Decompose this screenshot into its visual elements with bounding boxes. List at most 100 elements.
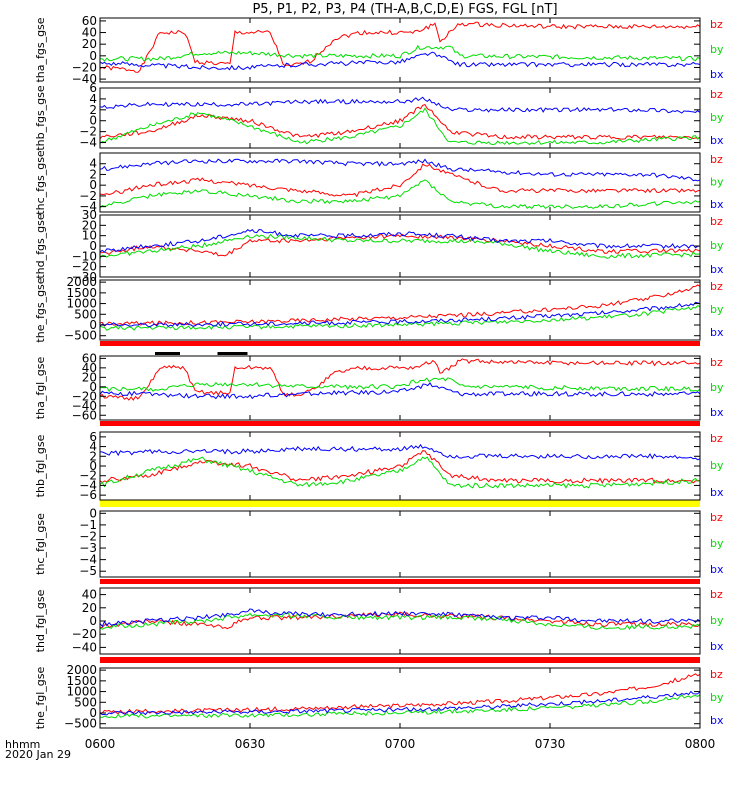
ytick-label-thb_fgs_gse-0: 6 [89,81,97,95]
ytick-label-the_fgl_gse-3: 500 [74,695,97,709]
ytick-label-thb_fgl_gse-0: 6 [89,430,97,444]
ylabel-thb_fgs_gse: thb_fgs_gse [34,85,47,151]
ytick-label-thd_fgl_gse-2: 0 [89,614,97,628]
legend-bx-thd_fgs_gse: bx [710,263,724,276]
ytick-label-thc_fgl_gse-4: −4 [79,553,97,567]
xtick-label-0600: 0600 [85,737,116,751]
flag-mark-1 [217,352,248,355]
ytick-label-thb_fgl_gse-1: 4 [89,440,97,454]
flag-bar-3 [100,579,700,584]
series-bz-the_fgl_gse [100,673,700,715]
ytick-label-tha_fgs_gse-1: 40 [82,26,97,40]
legend-by-thd_fgs_gse: by [710,239,724,252]
ytick-label-thd_fgs_gse-6: −30 [72,270,97,284]
legend-bx-the_fgl_gse: bx [710,714,724,727]
ytick-label-thd_fgs_gse-2: 10 [82,229,97,243]
series-by-the_fgs_gse [100,304,700,331]
legend-by-the_fgs_gse: by [710,303,724,316]
series-bx-the_fgl_gse [100,690,700,716]
ytick-label-the_fgl_gse-0: 2000 [66,663,97,677]
series-bz-thc_fgs_gse [100,163,700,198]
ytick-label-the_fgl_gse-1: 1500 [66,674,97,688]
ytick-label-thd_fgs_gse-3: 0 [89,239,97,253]
legend-bz-thb_fgl_gse: bz [710,432,723,445]
series-bx-thb_fgs_gse [100,96,700,114]
legend-bx-thb_fgl_gse: bx [710,486,724,499]
legend-bz-thd_fgs_gse: bz [710,215,723,228]
ytick-label-the_fgs_gse-0: 2000 [66,275,97,289]
legend-by-the_fgl_gse: by [710,691,724,704]
ylabel-thc_fgs_gse: thc_fgs_gse [34,150,47,215]
panel-frame-the_fgl_gse [99,667,701,729]
ytick-label-the_fgs_gse-3: 500 [74,307,97,321]
panel-frame-tha_fgs_gse [99,17,701,83]
ytick-label-thc_fgl_gse-5: −5 [79,564,97,578]
legend-bz-the_fgl_gse: bz [710,668,723,681]
ytick-label-the_fgs_gse-5: −500 [64,329,97,343]
series-bz-thd_fgs_gse [100,233,700,257]
ylabel-the_fgl_gse: the_fgl_gse [34,667,47,730]
ytick-label-thc_fgl_gse-3: −3 [79,541,97,555]
ytick-label-tha_fgs_gse-0: 60 [82,14,97,28]
panel-thc_fgl_gse: 0−1−2−3−4−5 thc_fgl_gse bz by bx [34,506,724,578]
legend-bz-the_fgs_gse: bz [710,280,723,293]
ylabel-tha_fgl_gse: tha_fgl_gse [34,357,47,420]
ytick-label-tha_fgl_gse-3: 0 [89,380,97,394]
ytick-label-thb_fgl_gse-4: −2 [79,469,97,483]
series-bx-tha_fgs_gse [100,51,700,71]
flag-bar-4 [100,657,700,663]
flag-mark-0 [155,352,180,355]
ytick-label-tha_fgl_gse-5: −40 [72,399,97,413]
series-bz-tha_fgl_gse [100,358,700,401]
panel-frame-tha_fgl_gse [99,355,701,421]
footer-date: 2020 Jan 29 [5,748,71,761]
ytick-label-tha_fgs_gse-3: 0 [89,49,97,63]
ytick-label-the_fgs_gse-4: 0 [89,318,97,332]
legend-bz-thb_fgs_gse: bz [710,88,723,101]
legend-bx-thd_fgl_gse: bx [710,640,724,653]
ytick-label-thc_fgl_gse-1: −1 [79,518,97,532]
ytick-label-thd_fgs_gse-0: 30 [82,208,97,222]
series-bz-thb_fgl_gse [100,450,700,484]
ytick-label-tha_fgl_gse-4: −20 [72,389,97,403]
ytick-label-the_fgl_gse-5: −500 [64,717,97,731]
legend-bx-thc_fgl_gse: bx [710,563,724,576]
series-by-thd_fgl_gse [100,612,700,631]
ytick-label-thc_fgs_gse-3: −2 [79,189,97,203]
legend-bx-thb_fgs_gse: bx [710,134,724,147]
series-by-tha_fgl_gse [100,377,700,393]
xtick-label-0630: 0630 [235,737,266,751]
ytick-label-thd_fgs_gse-4: −10 [72,249,97,263]
series-bx-tha_fgl_gse [100,382,700,400]
ytick-label-thd_fgl_gse-0: 40 [82,588,97,602]
series-by-thb_fgs_gse [100,107,700,146]
series-by-the_fgl_gse [100,694,700,719]
ytick-label-thc_fgl_gse-2: −2 [79,529,97,543]
legend-bz-thc_fgl_gse: bz [710,511,723,524]
ytick-label-the_fgs_gse-1: 1500 [66,286,97,300]
legend-bx-tha_fgs_gse: bx [710,68,724,81]
ytick-label-tha_fgl_gse-6: −60 [72,408,97,422]
ytick-label-thc_fgs_gse-0: 4 [89,157,97,171]
series-bz-thd_fgl_gse [100,611,700,630]
legend-by-thb_fgs_gse: by [710,111,724,124]
ylabel-tha_fgs_gse: tha_fgs_gse [34,17,47,82]
series-bz-thb_fgs_gse [100,104,700,140]
series-by-tha_fgs_gse [100,44,700,62]
panel-frame-thc_fgl_gse [99,510,701,578]
panel-frame-the_fgs_gse [99,279,701,341]
ylabel-thd_fgl_gse: thd_fgl_gse [34,589,47,652]
series-by-thc_fgs_gse [100,179,700,210]
ytick-label-thd_fgl_gse-4: −40 [72,640,97,654]
ylabel-thc_fgl_gse: thc_fgl_gse [34,513,47,575]
ytick-label-thb_fgs_gse-1: 4 [89,92,97,106]
series-bx-thd_fgs_gse [100,228,700,253]
